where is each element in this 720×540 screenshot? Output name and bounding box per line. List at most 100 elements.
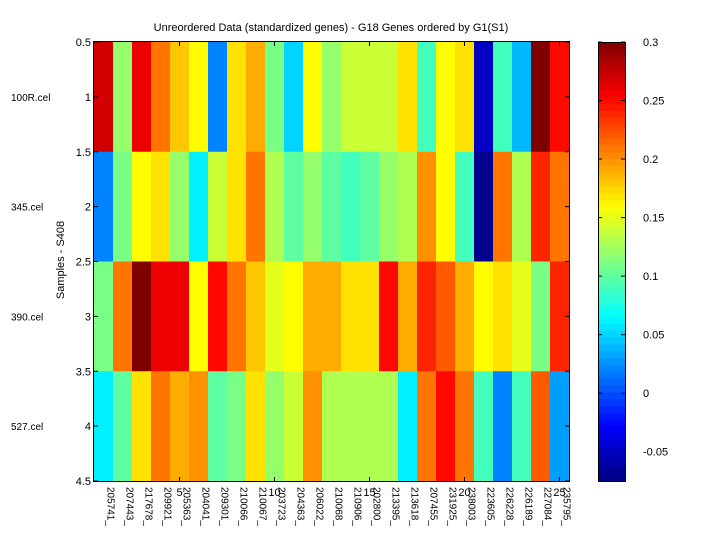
column-label: 217678_ (143, 487, 154, 526)
colorbar-tick-label: 0.3 (643, 37, 658, 49)
colorbar-swatch (598, 76, 625, 84)
heatmap-cell (360, 42, 380, 153)
heatmap-cell (246, 371, 266, 482)
column-label: 223605_ (485, 487, 496, 526)
column-label: 207455_ (428, 487, 439, 526)
plot-frame (93, 41, 570, 482)
heatmap-cell (227, 151, 247, 263)
heatmap-cell (132, 42, 152, 153)
column-label: 202800_ (371, 487, 382, 526)
colorbar-swatch (598, 316, 625, 324)
y-tick-label: 4 (85, 421, 91, 433)
column-label: 204363_ (295, 487, 306, 526)
colorbar-swatch (598, 124, 625, 132)
heatmap-cell (113, 261, 133, 372)
colorbar-swatch (598, 151, 625, 160)
colorbar-swatch (598, 467, 625, 475)
y-tick-label: 1.5 (76, 147, 91, 159)
heatmap-cell (436, 371, 456, 482)
colorbar-swatch (598, 412, 625, 420)
colorbar-tick-label: 0.25 (643, 96, 664, 108)
column-label: 226189_ (523, 487, 534, 526)
heatmap-cell (417, 261, 437, 372)
heatmap-cell (436, 151, 456, 263)
heatmap-cell (94, 261, 114, 372)
colorbar-swatch (598, 240, 625, 249)
colorbar-tick-label: 0.2 (643, 154, 658, 166)
chart-title: Unreordered Data (standardized genes) - … (154, 22, 509, 34)
column-label: 226228_ (504, 487, 515, 526)
colorbar-swatch (598, 55, 625, 63)
colorbar-swatch (598, 158, 625, 166)
x-ticks: 5 10 15 20 25 (176, 42, 566, 499)
heatmap-cell (189, 261, 209, 372)
colorbar-swatch (598, 254, 625, 262)
colorbar-swatch (598, 350, 625, 358)
colorbar-swatch (598, 295, 625, 304)
heatmap-cell (341, 261, 361, 372)
colorbar-swatch (598, 364, 625, 372)
colorbar-swatch (598, 48, 625, 57)
heatmap-cell (303, 261, 323, 372)
heatmap-cell (227, 261, 247, 372)
colorbar-swatch (598, 110, 625, 118)
heatmap-cell (379, 42, 399, 153)
colorbar-swatch (598, 302, 625, 310)
heatmap-cell (303, 42, 323, 153)
colorbar-swatch (598, 144, 625, 153)
x-tick-label: 20 (458, 487, 470, 499)
heatmap-cell (379, 371, 399, 482)
heatmap-cell (512, 371, 532, 482)
column-label: 238003_ (466, 487, 477, 526)
heatmap-cell (151, 42, 171, 153)
row-label: 527.cel (11, 422, 43, 433)
heatmap-cell (94, 371, 114, 482)
heatmap-cell (170, 371, 190, 482)
heatmap-cell (455, 261, 475, 372)
heatmap-cell (170, 42, 190, 153)
colorbar-ticks: 0.3 0.25 0.2 0.15 0.1 0.05 0 -0.05 (598, 37, 668, 459)
heatmap-cell (265, 151, 285, 263)
heatmap-cell (341, 42, 361, 153)
colorbar-swatch (598, 343, 625, 352)
heatmap-cell (531, 371, 551, 482)
colorbar-tick-label: 0.1 (643, 271, 658, 283)
column-label: 235795_ (561, 487, 572, 526)
heatmap-cell (455, 42, 475, 153)
colorbar-swatch (598, 426, 625, 434)
heatmap-cell (132, 261, 152, 372)
heatmap-cell (189, 151, 209, 263)
colorbar-swatch (598, 323, 625, 331)
column-label: 231925_ (447, 487, 458, 526)
colorbar-swatch (598, 117, 625, 125)
heatmap-cell (474, 42, 494, 153)
heatmap-cell (170, 151, 190, 263)
heatmap-cell (360, 371, 380, 482)
colorbar-swatch (598, 330, 625, 338)
colorbar-swatch (598, 103, 625, 111)
colorbar-swatch (598, 336, 625, 345)
heatmap-cell (303, 371, 323, 482)
colorbar-swatch (598, 282, 625, 290)
colorbar-swatch (598, 474, 625, 482)
heatmap-cell (531, 42, 551, 153)
heatmap-cell (493, 371, 513, 482)
heatmap-cell (227, 42, 247, 153)
heatmap-cell (303, 151, 323, 263)
colorbar-swatch (598, 247, 625, 256)
column-label: 210067_ (257, 487, 268, 526)
column-label: 209301_ (219, 487, 230, 526)
heatmap-cell (512, 42, 532, 153)
heatmap-cell (341, 151, 361, 263)
x-tick-label: 10 (268, 487, 280, 499)
colorbar-swatch (598, 439, 625, 448)
y-tick-label: 2.5 (76, 257, 91, 269)
heatmap-cell (379, 261, 399, 372)
heatmap-cell (474, 151, 494, 263)
colorbar-swatch (598, 83, 625, 91)
heatmap-cell (512, 261, 532, 372)
heatmap-cell (246, 151, 266, 263)
heatmap-cell (284, 261, 304, 372)
colorbar-swatch (598, 288, 625, 297)
